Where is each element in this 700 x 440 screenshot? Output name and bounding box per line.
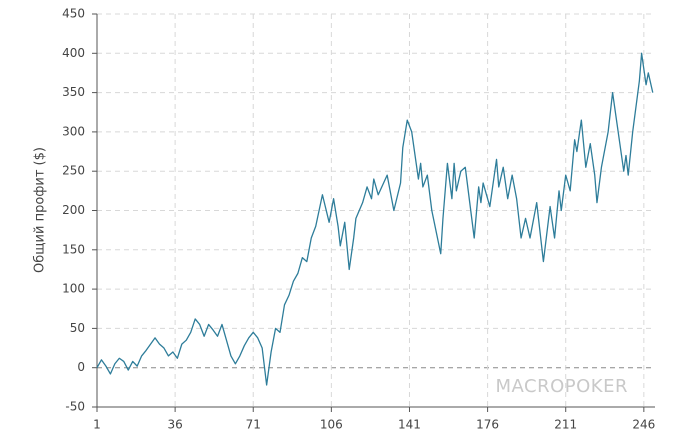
x-tick-label: 106 [320, 418, 343, 432]
x-tick-label: 71 [246, 418, 261, 432]
watermark: MACROPOKER [496, 376, 628, 397]
y-tick-label: 250 [62, 164, 85, 178]
x-tick-label: 246 [632, 418, 655, 432]
y-tick-label: 100 [62, 282, 85, 296]
x-tick-label: 141 [398, 418, 421, 432]
x-tick-label: 36 [167, 418, 182, 432]
y-tick-label: 150 [62, 242, 85, 256]
x-tick-label: 1 [93, 418, 101, 432]
y-tick-label: 300 [62, 124, 85, 138]
y-axis-label: Общий профит ($) [33, 147, 48, 273]
y-tick-label: 200 [62, 203, 85, 217]
y-tick-label: 450 [62, 7, 85, 21]
y-tick-label: 350 [62, 85, 85, 99]
x-tick-label: 211 [554, 418, 577, 432]
x-tick-label: 176 [476, 418, 499, 432]
y-tick-label: -50 [65, 400, 85, 414]
y-tick-label: 50 [70, 321, 85, 335]
y-tick-label: 0 [77, 360, 85, 374]
profit-line [96, 52, 654, 386]
y-tick-label: 400 [62, 46, 85, 60]
